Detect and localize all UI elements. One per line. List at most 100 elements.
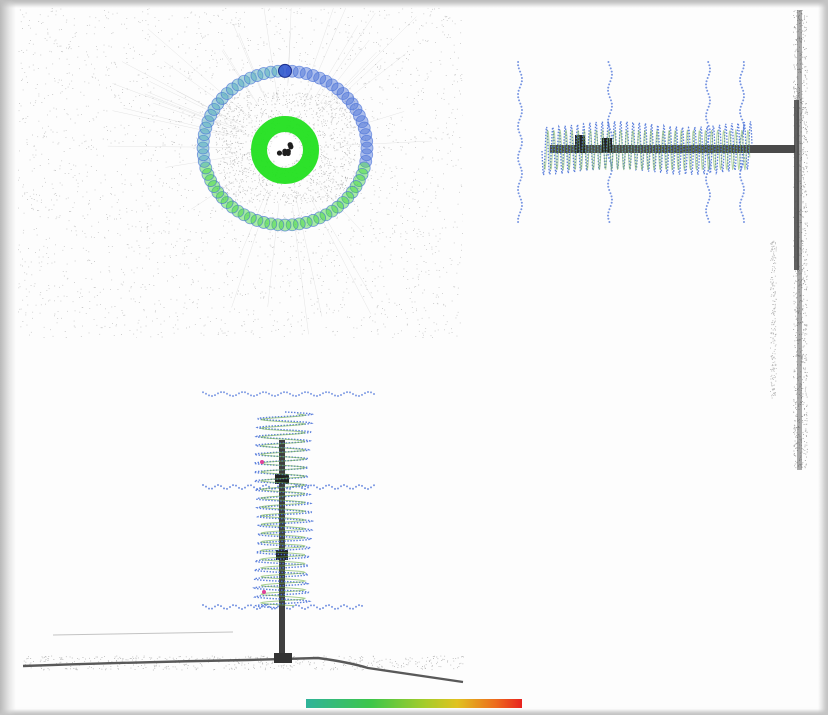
scan-row-point <box>226 392 228 395</box>
scan-row-point <box>253 394 255 397</box>
front-view-canvas <box>22 391 464 684</box>
scan-row-point <box>349 487 351 490</box>
scan-column-point <box>519 70 522 73</box>
scan-column-point <box>608 221 611 223</box>
scan-row-point <box>286 391 288 394</box>
scan-row-point <box>331 392 333 395</box>
scan-row-point <box>202 484 204 487</box>
scan-row-point <box>355 605 357 608</box>
ground-line <box>22 656 464 684</box>
scan-row-point <box>274 607 276 610</box>
point-cloud-noise <box>215 92 356 204</box>
scan-row-point <box>334 607 336 610</box>
scan-row-point <box>352 392 354 395</box>
scan-row-point <box>313 394 315 397</box>
top-view-canvas <box>18 8 463 338</box>
scan-column-point <box>708 221 711 223</box>
scan-row-point <box>325 391 327 394</box>
scan-streak <box>263 8 279 102</box>
scan-column-point <box>520 141 523 143</box>
scan-column-point <box>707 105 710 108</box>
scan-column-point <box>517 153 520 156</box>
scan-row-point <box>316 486 318 489</box>
scan-column-point <box>707 169 710 172</box>
scan-column-point <box>610 201 613 204</box>
scan-column-point <box>607 157 610 159</box>
scan-column-point <box>519 115 522 118</box>
side-view-panel[interactable] <box>480 40 815 270</box>
scan-row-point <box>319 487 321 490</box>
scan-column-point <box>705 182 708 185</box>
scan-row-point <box>202 604 204 607</box>
scan-column-point <box>708 99 711 102</box>
scan-column-point <box>706 77 709 79</box>
current-pose-marker <box>278 63 292 78</box>
scan-column-point <box>740 86 743 89</box>
scan-column-point <box>609 192 612 195</box>
side-view-canvas <box>517 61 799 270</box>
scan-column-point <box>705 208 708 211</box>
top-view-panel[interactable] <box>18 8 463 338</box>
scan-row-point <box>295 604 297 607</box>
scan-column-point <box>707 217 710 220</box>
scan-row-point <box>277 605 279 608</box>
ground-shadow <box>52 631 234 636</box>
trajectory-marker <box>250 214 264 227</box>
trajectory-marker <box>285 218 299 232</box>
scan-streak <box>334 53 406 110</box>
trajectory-marker <box>360 148 374 162</box>
scan-row-point <box>262 391 264 394</box>
scan-streak <box>147 91 245 132</box>
scan-row-point <box>343 392 345 395</box>
scan-column-point <box>706 201 709 204</box>
scan-row-point <box>313 484 315 487</box>
scan-column-point <box>739 77 742 79</box>
scan-column-point <box>518 131 521 134</box>
scan-row-point <box>241 487 243 490</box>
scan-column-point <box>739 201 742 204</box>
scan-streak <box>107 145 231 148</box>
scan-column-point <box>707 125 710 127</box>
scan-row-point <box>343 484 345 487</box>
scan-column-point <box>705 115 707 118</box>
scan-row-point <box>331 605 333 608</box>
scan-column-point <box>519 211 522 214</box>
scan-row-point <box>268 392 270 395</box>
scan-row-point <box>208 394 210 397</box>
viewport-left-edge <box>0 0 16 715</box>
scan-column-point <box>705 211 708 214</box>
scan-column-point <box>610 195 613 198</box>
scan-row-point <box>271 607 273 610</box>
scan-column-point <box>739 208 742 211</box>
viewport-bottom-edge <box>0 709 828 715</box>
scan-column-point <box>607 115 610 118</box>
scan-column-point <box>706 89 709 92</box>
trajectory-marker <box>336 87 350 100</box>
scan-row-point <box>301 486 303 489</box>
scan-row-point <box>250 604 252 607</box>
scan-column-point <box>520 208 523 211</box>
scan-column-point <box>610 77 613 79</box>
scan-streak <box>123 107 237 137</box>
scan-column-point <box>517 61 520 63</box>
scan-column-point <box>520 176 523 179</box>
scan-row-point <box>235 604 237 607</box>
scan-row-point <box>358 604 360 607</box>
scan-streak <box>315 25 359 97</box>
scan-streak <box>307 8 334 83</box>
scan-row-point <box>307 486 309 489</box>
front-view-panel[interactable] <box>18 370 468 690</box>
scan-streak <box>328 58 383 108</box>
scan-row-point <box>355 485 357 488</box>
scan-column-point <box>608 189 611 191</box>
scan-row-point <box>253 486 255 489</box>
scan-row-point <box>232 604 234 607</box>
scan-row-point <box>337 607 339 610</box>
mast-beam <box>550 145 795 153</box>
trajectory-marker <box>345 185 359 199</box>
scan-row-point <box>304 391 306 394</box>
scan-column-point <box>520 112 523 115</box>
mast-cross-section <box>285 148 291 154</box>
scan-row-point <box>373 392 375 395</box>
trajectory-marker <box>215 191 229 204</box>
